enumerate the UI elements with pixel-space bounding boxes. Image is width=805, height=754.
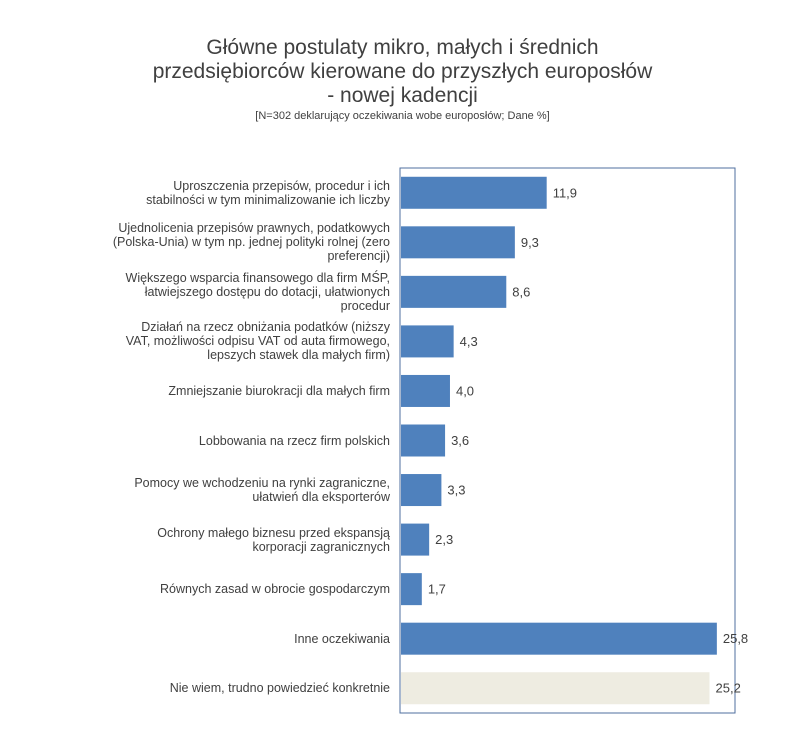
plot-frame — [399, 167, 736, 714]
category-label-line: Pomocy we wchodzeniu na rynki zagraniczn… — [134, 476, 390, 491]
category-label-line: procedur — [340, 298, 390, 313]
category-label-line: korporacji zagranicznych — [252, 539, 390, 554]
category-label-line: Inne oczekiwania — [294, 631, 390, 646]
category-label-line: Nie wiem, trudno powiedzieć konkretnie — [169, 681, 390, 696]
bar-7 — [401, 474, 442, 507]
category-label-8: Ochrony małego biznesu przed ekspansją ko… — [60, 526, 390, 554]
category-label-9: Równych zasad w obrocie gospodarczym — [60, 582, 390, 596]
value-label-2: 9,3 — [521, 235, 539, 250]
category-label-4: Działań na rzecz obniżania podatków (niż… — [60, 320, 390, 362]
bar-11 — [401, 672, 710, 705]
value-label-1: 11,9 — [553, 185, 577, 200]
bar-9 — [401, 573, 422, 606]
value-label-4: 4,3 — [460, 334, 478, 349]
category-label-line: (Polska-Unia) w tym np. jednej polityki … — [112, 235, 390, 250]
category-label-line: lepszych stawek dla małych firm) — [207, 348, 390, 363]
category-label-6: Lobbowania na rzecz firm polskich — [60, 434, 390, 448]
category-label-2: Ujednolicenia przepisów prawnych, podatk… — [60, 221, 390, 263]
bar-2 — [401, 226, 515, 259]
category-label-line: stabilności w tym minimalizowanie ich li… — [146, 192, 390, 207]
bar-6 — [401, 424, 446, 457]
category-label-line: Ujednolicenia przepisów prawnych, podatk… — [118, 221, 390, 236]
value-label-5: 4,0 — [456, 383, 474, 398]
category-label-11: Nie wiem, trudno powiedzieć konkretnie — [60, 681, 390, 695]
value-label-6: 3,6 — [451, 433, 469, 448]
category-label-line: Zmniejszanie biurokracji dla małych firm — [168, 383, 390, 398]
category-label-10: Inne oczekiwania — [60, 632, 390, 646]
category-label-line: ułatwień dla eksporterów — [252, 490, 390, 505]
category-label-5: Zmniejszanie biurokracji dla małych firm — [60, 384, 390, 398]
category-label-line: VAT, możliwości odpisu VAT od auta firmo… — [125, 334, 390, 349]
category-label-line: łatwiejszego dostępu do dotacji, ułatwio… — [144, 284, 390, 299]
category-label-line: Lobbowania na rzecz firm polskich — [198, 433, 390, 448]
bar-1 — [401, 176, 547, 209]
bar-5 — [401, 374, 450, 407]
value-label-7: 3,3 — [447, 483, 465, 498]
chart-title-block: Główne postulaty mikro, małych i średnic… — [0, 36, 805, 123]
value-label-9: 1,7 — [428, 582, 446, 597]
value-label-11: 25,2 — [716, 681, 741, 696]
value-label-8: 2,3 — [435, 532, 453, 547]
chart-subtitle: [N=302 deklarujący oczekiwania wobe euro… — [255, 110, 550, 122]
category-label-line: Równych zasad w obrocie gospodarczym — [160, 582, 390, 597]
category-label-3: Większego wsparcia finansowego dla firm … — [60, 271, 390, 313]
category-label-line: Działań na rzecz obniżania podatków (niż… — [141, 320, 390, 335]
category-labels: Uproszczenia przepisów, procedur i ich st… — [60, 0, 390, 754]
value-label-10: 25,8 — [723, 631, 748, 646]
chart-title-line-1: Główne postulaty mikro, małych i średnic… — [206, 36, 599, 59]
bar-3 — [401, 275, 507, 308]
chart-title-line-2: przedsiębiorców kierowane do przyszłych … — [152, 60, 653, 83]
category-label-line: preferencji) — [327, 249, 390, 264]
bar-4 — [401, 325, 454, 358]
chart-title-line-3: - nowej kadencji — [327, 84, 478, 107]
category-label-line: Większego wsparcia finansowego dla firm … — [125, 270, 390, 285]
category-label-7: Pomocy we wchodzeniu na rynki zagraniczn… — [60, 476, 390, 504]
value-label-3: 8,6 — [512, 284, 530, 299]
category-label-1: Uproszczenia przepisów, procedur i ich st… — [60, 179, 390, 207]
bar-10 — [401, 622, 717, 655]
bar-8 — [401, 523, 430, 556]
category-label-line: Uproszczenia przepisów, procedur i ich — [173, 178, 390, 193]
category-label-line: Ochrony małego biznesu przed ekspansją — [157, 525, 390, 540]
